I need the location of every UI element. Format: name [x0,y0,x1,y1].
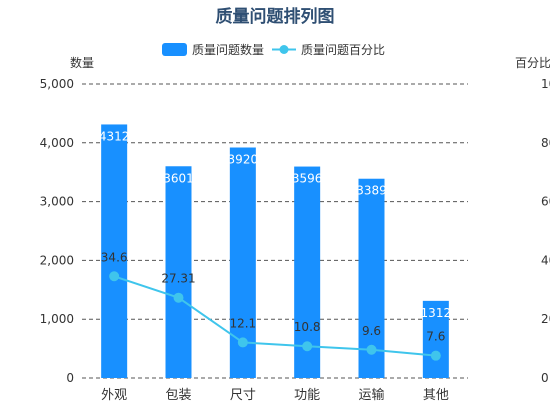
category-label: 外观 [101,388,127,403]
bar-包装[interactable] [165,166,192,378]
category-label: 其他 [423,388,449,403]
y2-tick-label: 60 [541,195,550,209]
y-tick-label: 3,000 [40,195,74,209]
legend-label-bar: 质量问题数量 [192,42,264,57]
y-tick-label: 5,000 [40,77,74,91]
x-axis-categories: 外观 包装 尺寸 功能 运输 其他 [101,387,449,403]
y-tick-label: 4,000 [40,136,74,150]
bar-value-label: 3596 [292,172,323,186]
legend-swatch-marker [279,45,289,54]
legend[interactable]: 质量问题数量 质量问题百分比 [162,42,385,57]
category-label: 尺寸 [230,388,256,403]
bar-value-label: 1312 [421,306,452,320]
y-tick-label: 2,000 [40,253,74,267]
percent-line [113,275,436,357]
chart-title: 质量问题排列图 [216,6,335,27]
percent-value-label: 12.1 [229,316,256,330]
bar-value-label: 3601 [163,171,194,185]
bar-外观[interactable] [101,124,128,378]
line-series: 34.6 27.31 12.1 10.8 9.6 7.6 [101,250,445,361]
percent-value-label: 10.8 [294,320,321,334]
y2-tick-label: 20 [541,312,550,326]
percent-point-尺寸[interactable] [237,337,248,348]
percent-point-包装[interactable] [173,292,184,303]
y-tick-label: 0 [66,371,74,385]
bar-value-label: 3920 [228,153,259,167]
y2-tick-label: 100 [541,77,550,91]
percent-value-label: 7.6 [426,330,445,344]
grid-lines [82,83,468,379]
percent-point-其他[interactable] [430,350,441,361]
legend-label-line: 质量问题百分比 [301,43,385,57]
y2-tick-label: 40 [541,253,550,267]
y-tick-label: 1,000 [40,312,74,326]
y2-tick-label: 0 [541,371,549,385]
category-label: 功能 [294,388,320,403]
y2-axis-title: 百分比 [515,56,550,70]
percent-point-功能[interactable] [302,341,313,352]
y2-tick-label: 80 [541,136,550,150]
bar-value-label: 4312 [99,129,130,143]
y-axis-ticks: 0 1,000 2,000 3,000 4,000 5,000 [40,77,74,385]
percent-value-label: 9.6 [362,324,381,338]
legend-swatch-bar [162,43,187,56]
y-axis-title: 数量 [70,55,94,70]
percent-point-外观[interactable] [109,271,120,282]
percent-value-label: 34.6 [101,250,128,264]
percent-point-运输[interactable] [366,344,377,355]
category-label: 运输 [358,387,384,403]
category-label: 包装 [165,388,191,403]
bar-value-label: 3389 [356,184,387,198]
bar-其他[interactable] [422,300,449,378]
y2-axis-ticks: 0 20 40 60 80 100 [541,77,550,385]
percent-value-label: 27.31 [161,272,195,286]
bar-series: 4312 3601 3920 3596 3389 1312 [99,124,451,378]
